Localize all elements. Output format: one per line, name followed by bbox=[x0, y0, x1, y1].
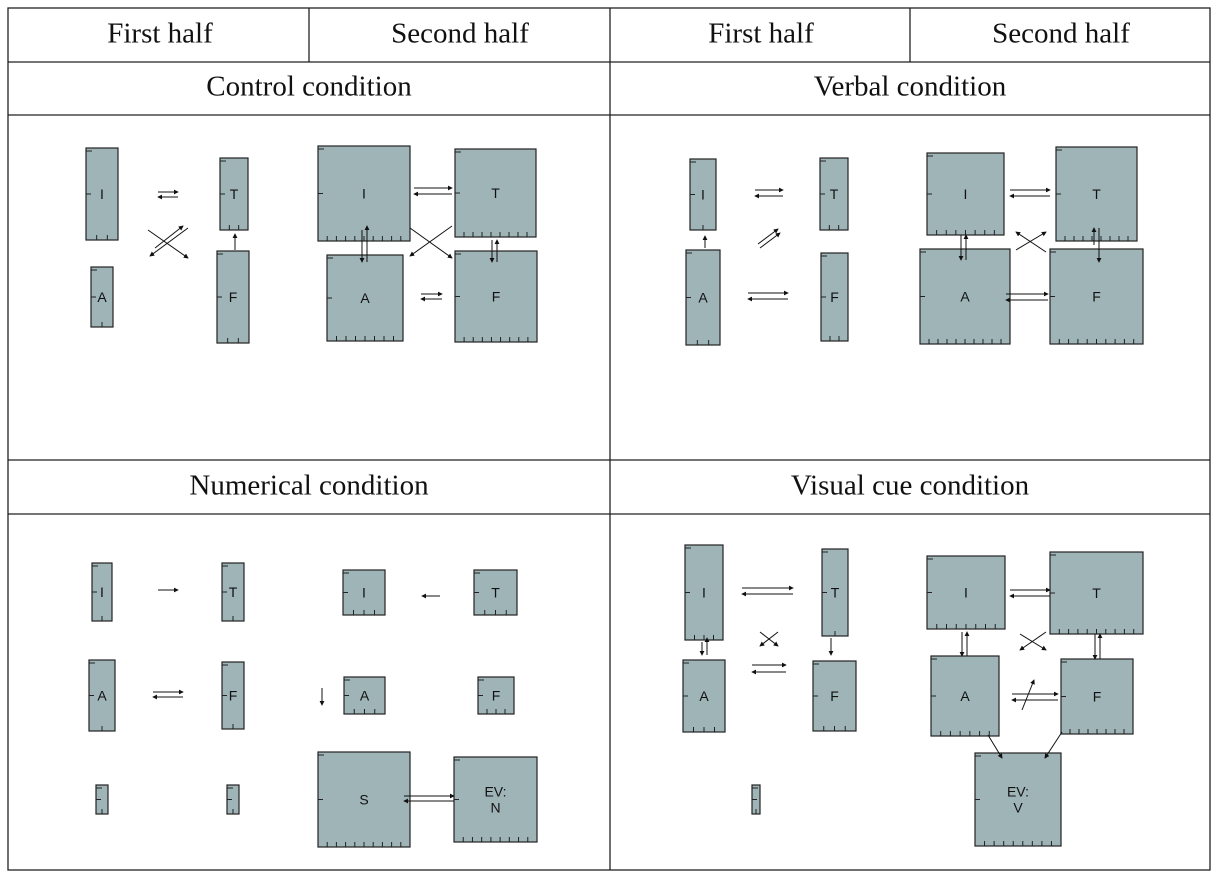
arrow bbox=[1019, 633, 1047, 651]
diagrams: I T A F I T A F I T A F I T A F I T A F I T A F S EV: N I T A F I T A F EV:… bbox=[85, 145, 1144, 848]
table-border bbox=[7, 7, 1211, 871]
node-box bbox=[326, 254, 404, 342]
node-box bbox=[926, 555, 1006, 630]
node-label: I bbox=[964, 186, 968, 202]
panel-title: Visual cue condition bbox=[791, 470, 1030, 502]
node-label: EV: N bbox=[484, 784, 506, 816]
node-box bbox=[453, 756, 538, 843]
arrow bbox=[154, 225, 184, 249]
node-label: F bbox=[1093, 689, 1102, 705]
node-box bbox=[454, 250, 538, 343]
node-label: T bbox=[229, 584, 238, 600]
node-label: I bbox=[701, 187, 705, 203]
node-label: F bbox=[492, 289, 501, 305]
arrow bbox=[147, 229, 189, 259]
node-box bbox=[216, 250, 250, 344]
panel-title: Control condition bbox=[206, 71, 412, 103]
node-label: T bbox=[1092, 585, 1101, 601]
panel-title: Verbal condition bbox=[814, 71, 1007, 103]
column-header: Second half bbox=[992, 18, 1130, 50]
node-label: T bbox=[491, 585, 500, 601]
node-label: F bbox=[830, 688, 839, 704]
node-label: A bbox=[960, 688, 970, 704]
node-box bbox=[317, 145, 411, 242]
arrow bbox=[757, 228, 779, 245]
arrow bbox=[1015, 231, 1047, 253]
node-label: F bbox=[1092, 289, 1101, 305]
node-label: A bbox=[360, 290, 370, 306]
arrow bbox=[1015, 231, 1047, 251]
arrow bbox=[759, 631, 779, 647]
node-box bbox=[930, 655, 1000, 737]
node-label: F bbox=[830, 289, 839, 305]
node-label: T bbox=[830, 186, 839, 202]
node-label: I bbox=[100, 186, 104, 202]
node-label: A bbox=[97, 289, 107, 305]
node-label: EV: V bbox=[1007, 784, 1029, 816]
column-header: First half bbox=[708, 18, 814, 50]
node-label: I bbox=[964, 585, 968, 601]
node-box bbox=[684, 544, 724, 641]
arrow bbox=[987, 734, 1003, 759]
node-label: I bbox=[362, 585, 366, 601]
node-box bbox=[454, 148, 537, 238]
node-label: A bbox=[960, 289, 970, 305]
panel-title: Numerical condition bbox=[189, 470, 429, 502]
node-box bbox=[1049, 248, 1144, 345]
arrow bbox=[149, 227, 189, 257]
arrow bbox=[1044, 731, 1063, 759]
node-label: T bbox=[831, 585, 840, 601]
node-label: A bbox=[97, 688, 107, 704]
node-box bbox=[473, 569, 518, 616]
arrow bbox=[1021, 679, 1035, 711]
node-box bbox=[342, 569, 386, 616]
node-box bbox=[1060, 658, 1134, 735]
node-label: I bbox=[100, 584, 104, 600]
node-label: F bbox=[229, 289, 238, 305]
node-label: A bbox=[360, 688, 370, 704]
node-box bbox=[974, 752, 1062, 847]
node-label: A bbox=[699, 688, 709, 704]
node-label: I bbox=[702, 585, 706, 601]
node-label: I bbox=[362, 186, 366, 202]
node-box bbox=[685, 249, 721, 346]
node-box bbox=[682, 659, 726, 733]
arrow bbox=[1019, 631, 1047, 651]
arrow bbox=[759, 232, 781, 249]
node-label: F bbox=[229, 688, 238, 704]
node-label: A bbox=[698, 290, 708, 306]
column-header: Second half bbox=[391, 18, 529, 50]
node-label: F bbox=[492, 688, 501, 704]
arrow bbox=[409, 227, 453, 259]
column-header: First half bbox=[107, 18, 213, 50]
node-box bbox=[926, 152, 1005, 236]
node-box bbox=[343, 676, 386, 715]
node-label: T bbox=[230, 186, 239, 202]
node-label: S bbox=[359, 792, 368, 808]
node-label: T bbox=[1092, 186, 1101, 202]
node-label: T bbox=[491, 185, 500, 201]
arrow bbox=[409, 225, 453, 257]
